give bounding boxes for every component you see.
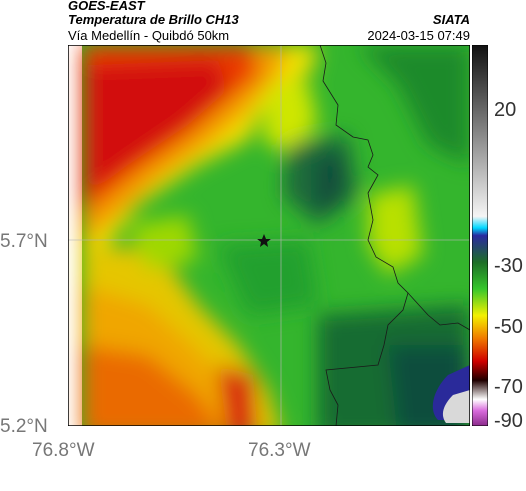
source-title: GOES-EAST bbox=[68, 0, 145, 13]
colorbar-label-minus50: -50 bbox=[494, 316, 523, 338]
star-icon bbox=[257, 234, 271, 247]
satellite-map bbox=[68, 45, 470, 426]
department-boundary bbox=[319, 45, 470, 426]
colorbar-label-minus30: -30 bbox=[494, 255, 523, 277]
colorbar-label-20: 20 bbox=[494, 99, 517, 121]
temperature-field bbox=[82, 45, 470, 426]
lat-label-5-2: 5.2°N bbox=[0, 416, 48, 437]
region-subtitle: Vía Medellín - Quibdó 50km bbox=[68, 28, 230, 43]
lon-label-76-8: 76.8°W bbox=[32, 440, 95, 461]
colorbar-label-minus70: -70 bbox=[494, 376, 523, 398]
brand-label: SIATA bbox=[432, 12, 470, 27]
lon-label-76-3: 76.3°W bbox=[248, 440, 311, 461]
timestamp: 2024-03-15 07:49 bbox=[367, 28, 470, 43]
temperature-colorbar bbox=[472, 45, 488, 426]
lat-label-5-7: 5.7°N bbox=[0, 231, 48, 252]
colorbar-label-minus90: -90 bbox=[494, 410, 523, 432]
product-title: Temperatura de Brillo CH13 bbox=[68, 12, 239, 27]
